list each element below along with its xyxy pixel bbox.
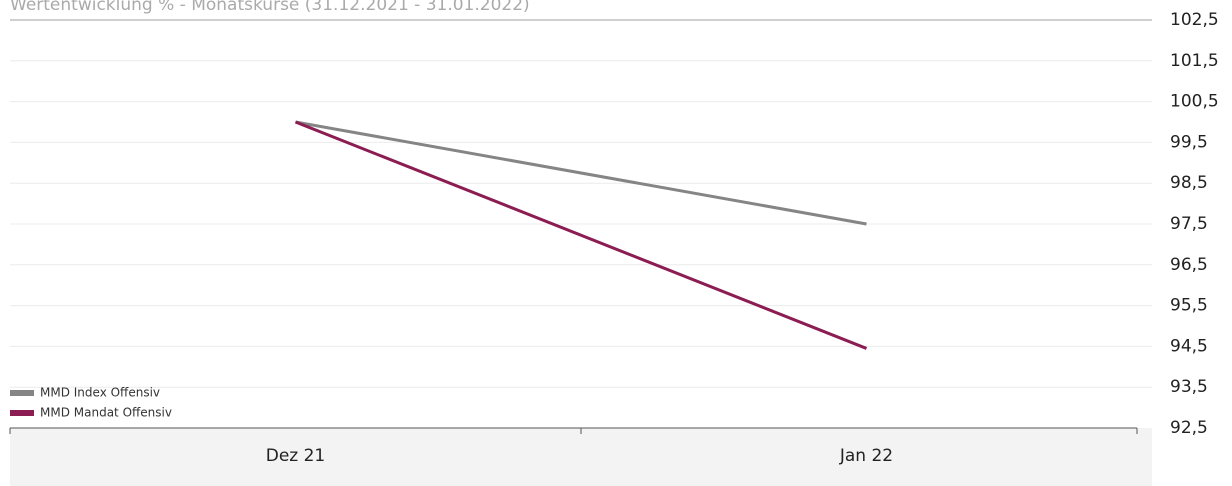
legend-swatch: [10, 410, 34, 416]
x-axis-band: [10, 428, 1152, 486]
y-tick-label: 99,5: [1170, 132, 1208, 152]
y-tick-label: 100,5: [1170, 92, 1219, 112]
y-tick-label: 101,5: [1170, 51, 1219, 71]
legend-label: MMD Index Offensiv: [40, 386, 160, 400]
y-tick-label: 98,5: [1170, 173, 1208, 193]
y-tick-label: 97,5: [1170, 214, 1208, 234]
y-tick-label: 92,5: [1170, 418, 1208, 438]
y-tick-label: 95,5: [1170, 296, 1208, 316]
legend-label: MMD Mandat Offensiv: [40, 406, 172, 420]
y-tick-label: 94,5: [1170, 336, 1208, 356]
chart-title: Wertentwicklung % - Monatskurse (31.12.2…: [10, 0, 530, 15]
line: [295, 120, 867, 226]
y-tick-label: 93,5: [1170, 377, 1208, 397]
x-tick-label: Dez 21: [266, 446, 326, 466]
line: [294, 120, 868, 350]
legend-swatch: [10, 390, 34, 396]
x-tick-label: Jan 22: [839, 446, 893, 466]
y-tick-label: 96,5: [1170, 255, 1208, 275]
y-tick-label: 102,5: [1170, 10, 1219, 30]
